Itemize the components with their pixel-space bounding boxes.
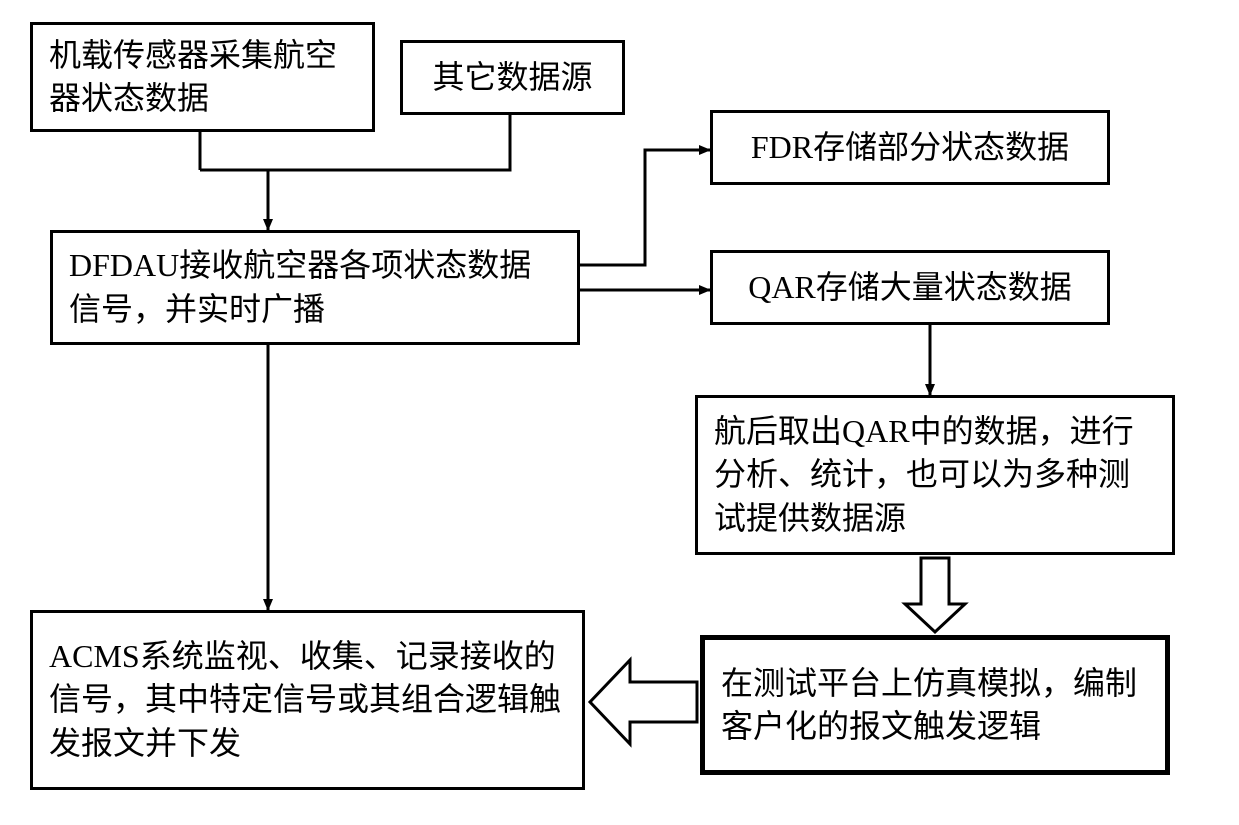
box-postflight: 航后取出QAR中的数据，进行分析、统计，也可以为多种测试提供数据源	[695, 395, 1175, 555]
box-fdr: FDR存储部分状态数据	[710, 110, 1110, 185]
box-fdr-text: FDR存储部分状态数据	[751, 126, 1069, 169]
box-other: 其它数据源	[400, 40, 625, 115]
box-qar-text: QAR存储大量状态数据	[748, 266, 1072, 309]
box-acms-text: ACMS系统监视、收集、记录接收的信号，其中特定信号或其组合逻辑触发报文并下发	[49, 635, 566, 765]
box-testplat-text: 在测试平台上仿真模拟，编制客户化的报文触发逻辑	[721, 662, 1149, 748]
box-other-text: 其它数据源	[432, 56, 592, 99]
box-sensors-text: 机载传感器采集航空器状态数据	[49, 34, 356, 120]
box-dfdau: DFDAU接收航空器各项状态数据信号，并实时广播	[50, 230, 580, 345]
block-arrow-postflight-to-testplat	[905, 558, 965, 632]
box-postflight-text: 航后取出QAR中的数据，进行分析、统计，也可以为多种测试提供数据源	[714, 410, 1156, 540]
box-qar: QAR存储大量状态数据	[710, 250, 1110, 325]
box-acms: ACMS系统监视、收集、记录接收的信号，其中特定信号或其组合逻辑触发报文并下发	[30, 610, 585, 790]
box-sensors: 机载传感器采集航空器状态数据	[30, 22, 375, 132]
arrow-dfdau-to-fdr	[580, 150, 710, 265]
block-arrow-testplat-to-acms	[590, 660, 697, 744]
box-testplat: 在测试平台上仿真模拟，编制客户化的报文触发逻辑	[700, 635, 1170, 775]
box-dfdau-text: DFDAU接收航空器各项状态数据信号，并实时广播	[69, 244, 561, 330]
